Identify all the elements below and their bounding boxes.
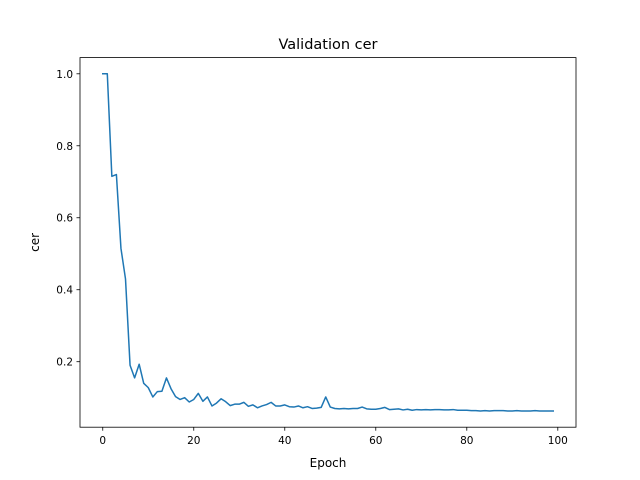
x-axis-ticks: 0 20 40 60 80 100: [99, 427, 568, 447]
y-axis-label: cer: [28, 233, 42, 252]
x-tick-label: 0: [99, 435, 106, 447]
y-tick-label: 0.6: [56, 213, 73, 225]
x-tick-label: 40: [278, 435, 291, 447]
y-axis-ticks: 0.2 0.4 0.6 0.8 1.0: [56, 69, 80, 369]
y-tick-label: 1.0: [56, 69, 73, 81]
x-tick-label: 60: [369, 435, 382, 447]
chart-title: Validation cer: [278, 37, 377, 53]
axes-frame: [79, 57, 577, 428]
x-tick-label: 100: [548, 435, 568, 447]
x-axis-label: Epoch: [310, 456, 347, 470]
y-tick-label: 0.8: [56, 141, 73, 153]
x-tick-label: 20: [187, 435, 200, 447]
y-tick-label: 0.2: [56, 357, 73, 369]
y-tick-label: 0.4: [56, 285, 73, 297]
x-tick-label: 80: [460, 435, 473, 447]
plot-area: [80, 57, 576, 428]
series-line-cer: [102, 73, 554, 412]
